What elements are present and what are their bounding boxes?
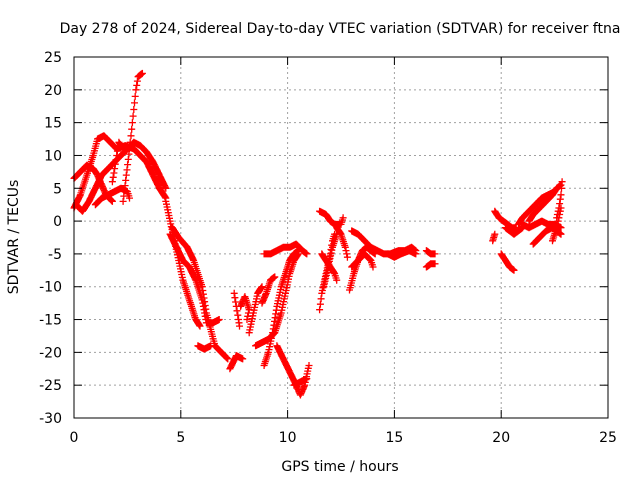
x-tick-label: 10	[279, 430, 297, 446]
y-tick-label: 25	[44, 50, 62, 66]
series-markers	[489, 230, 499, 245]
series-markers	[194, 342, 215, 353]
series-markers	[108, 138, 125, 186]
series-markers	[316, 207, 347, 228]
series-markers	[497, 250, 518, 274]
series-markers	[258, 273, 279, 307]
series-markers	[422, 260, 439, 271]
series-markers	[226, 352, 247, 373]
series-arc24	[318, 250, 341, 284]
series-arc12	[226, 352, 247, 373]
series-markers	[260, 247, 302, 369]
x-axis-label: GPS time / hours	[281, 459, 398, 475]
y-tick-label: -25	[39, 378, 62, 394]
series-markers	[230, 289, 243, 330]
series-arc5	[119, 69, 146, 205]
series-arc9	[168, 224, 232, 363]
series-markers	[525, 181, 565, 225]
series-arc32	[489, 230, 499, 245]
series-markers	[168, 224, 232, 363]
series-arc25	[333, 224, 351, 261]
series-markers	[260, 240, 311, 258]
plot-frame	[73, 56, 609, 419]
series-markers	[237, 293, 253, 323]
series-arc17	[260, 247, 302, 369]
series-arc37	[525, 181, 565, 225]
y-tick-label: 20	[44, 83, 62, 99]
series-arc14	[245, 283, 266, 337]
series-arc33	[491, 207, 520, 232]
x-tick-label: 25	[599, 430, 617, 446]
series-arc30	[422, 247, 439, 258]
series-markers	[348, 250, 377, 271]
y-tick-label: 10	[44, 148, 62, 164]
series-arc31	[422, 260, 439, 271]
y-tick-label: 5	[53, 181, 62, 197]
data-points	[70, 69, 566, 399]
series-arc19	[260, 240, 311, 258]
axis-ticks	[73, 56, 609, 419]
series-markers	[318, 250, 341, 284]
series-arc6	[108, 138, 125, 186]
grid-lines	[74, 57, 608, 418]
series-arc34	[497, 250, 518, 274]
series-markers	[245, 283, 266, 337]
x-tick-label: 0	[70, 430, 79, 446]
series-arc23	[316, 207, 347, 228]
series-markers	[384, 247, 420, 261]
series-arc41	[549, 204, 565, 245]
x-tick-labels: 0 5 10 15 20 25	[70, 430, 617, 446]
x-tick-label: 20	[492, 430, 510, 446]
series-arc11	[230, 289, 243, 330]
y-tick-label: -15	[39, 313, 62, 329]
series-markers	[422, 247, 439, 258]
series-arc28	[348, 250, 377, 271]
y-tick-label: 0	[53, 214, 62, 230]
series-arc10	[194, 342, 215, 353]
x-tick-label: 5	[176, 430, 185, 446]
series-markers	[549, 204, 565, 245]
x-tick-label: 15	[385, 430, 403, 446]
y-tick-label: -5	[48, 247, 62, 263]
series-arc29	[384, 247, 420, 261]
series-markers	[502, 224, 527, 238]
chart-title: Day 278 of 2024, Sidereal Day-to-day VTE…	[60, 21, 621, 37]
y-tick-label: -10	[39, 280, 62, 296]
series-arc13	[237, 293, 253, 323]
y-tick-labels: -30 -25 -20 -15 -10 -5 0 5 10 15 20 25	[39, 50, 62, 427]
series-arc16	[258, 273, 279, 307]
y-tick-label: -30	[39, 411, 62, 427]
series-markers	[119, 69, 146, 205]
y-tick-label: 15	[44, 116, 62, 132]
series-arc20	[290, 375, 311, 389]
series-markers	[333, 224, 351, 261]
series-markers	[491, 207, 520, 232]
series-arc35	[502, 224, 527, 238]
y-axis-label: SDTVAR / TECUs	[6, 180, 22, 295]
series-markers	[290, 375, 311, 389]
y-tick-label: -20	[39, 345, 62, 361]
